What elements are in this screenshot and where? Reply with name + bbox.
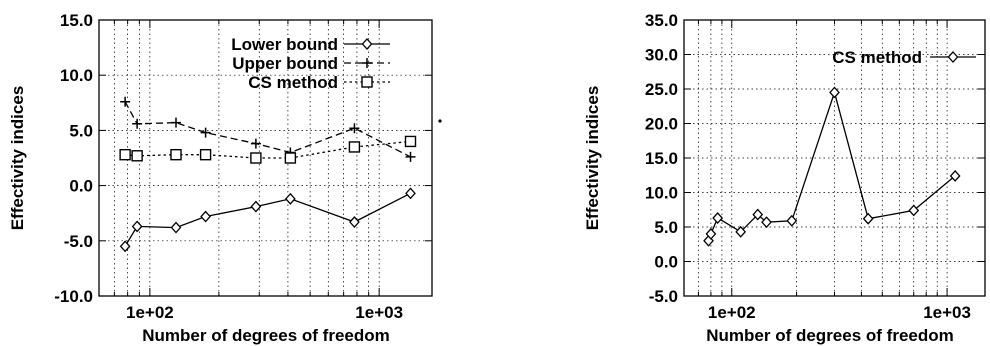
data-point <box>862 212 874 225</box>
data-point <box>200 210 211 223</box>
data-point <box>348 141 361 153</box>
data-point <box>705 227 717 240</box>
y-tick-label: 15.0 <box>60 11 93 30</box>
data-point <box>752 208 764 221</box>
data-point <box>349 123 360 134</box>
x-tick-label: 1e+02 <box>126 303 174 322</box>
data-point <box>349 216 360 229</box>
data-point <box>405 151 416 162</box>
legend-marker <box>947 51 959 63</box>
legend-marker <box>361 38 373 50</box>
series-line <box>124 192 411 247</box>
data-point <box>131 150 143 162</box>
data-point <box>170 221 182 234</box>
series-line <box>707 90 956 242</box>
y-axis-title: Effectivity indices <box>583 86 602 231</box>
y-tick-label: 15.0 <box>645 149 678 168</box>
legend-label: Upper bound <box>232 54 338 73</box>
data-point <box>170 117 181 128</box>
data-point <box>250 152 262 164</box>
x-tick-label: 1e+03 <box>923 303 971 322</box>
right-plot: -5.0 0.0 5.0 10.0 15.0 20.0 25.0 30.0 35.0 1e+02 1… <box>583 11 986 345</box>
legend-marker <box>361 76 373 88</box>
y-tick-label: -10.0 <box>54 287 93 306</box>
left-plot: -10.0 -5.0 0.0 5.0 10.0 15.0 1e+02 1e+03 Effecti… <box>8 11 433 345</box>
y-tick-label: 10.0 <box>60 66 93 85</box>
y-tick-label: 30.0 <box>645 46 678 65</box>
data-point <box>200 127 211 138</box>
legend-label: Lower bound <box>231 35 338 54</box>
legend-marker <box>362 58 372 68</box>
x-tick-label: 1e+02 <box>708 303 756 322</box>
data-point <box>405 187 416 200</box>
data-point <box>120 96 131 107</box>
series-line <box>125 140 411 159</box>
y-tick-label: -5.0 <box>649 287 678 306</box>
x-axis-title: Number of degrees of freedom <box>142 326 390 345</box>
data-point <box>250 138 261 149</box>
y-tick-label: -5.0 <box>64 232 93 251</box>
series-cs-method <box>703 86 961 247</box>
stray-dot <box>438 119 442 123</box>
y-tick-label: 20.0 <box>645 115 678 134</box>
data-point <box>712 212 724 225</box>
data-point <box>199 148 212 161</box>
data-point <box>735 225 747 238</box>
y-tick-label: 35.0 <box>645 11 678 30</box>
data-point <box>170 148 182 161</box>
series-upper-bound <box>120 96 416 162</box>
y-tick-label: 25.0 <box>645 80 678 99</box>
y-tick-label: 0.0 <box>69 177 93 196</box>
data-point <box>131 220 143 233</box>
data-point <box>949 169 961 182</box>
data-point <box>786 214 798 227</box>
y-tick-label: 5.0 <box>654 218 678 237</box>
data-point <box>284 192 296 205</box>
data-point <box>404 135 417 148</box>
plot-frame <box>98 19 433 297</box>
grid <box>99 20 432 296</box>
data-point <box>761 216 772 229</box>
series-line <box>124 101 411 158</box>
y-axis-title: Effectivity indices <box>8 86 27 231</box>
legend-label: CS method <box>832 48 922 67</box>
data-point <box>119 148 131 161</box>
data-point <box>132 118 143 129</box>
x-axis-title: Number of degrees of freedom <box>706 326 954 345</box>
y-tick-label: 0.0 <box>654 253 678 272</box>
data-point <box>119 240 131 253</box>
data-point <box>908 204 920 217</box>
data-point <box>250 200 262 213</box>
legend-label: CS method <box>248 73 338 92</box>
series-lower-bound <box>119 187 416 253</box>
y-tick-label: 10.0 <box>645 184 678 203</box>
x-tick-label: 1e+03 <box>355 303 403 322</box>
data-point <box>284 152 297 164</box>
series-cs-method <box>119 135 417 164</box>
grid <box>684 20 985 296</box>
y-tick-label: 5.0 <box>69 121 93 140</box>
data-point <box>829 86 840 99</box>
